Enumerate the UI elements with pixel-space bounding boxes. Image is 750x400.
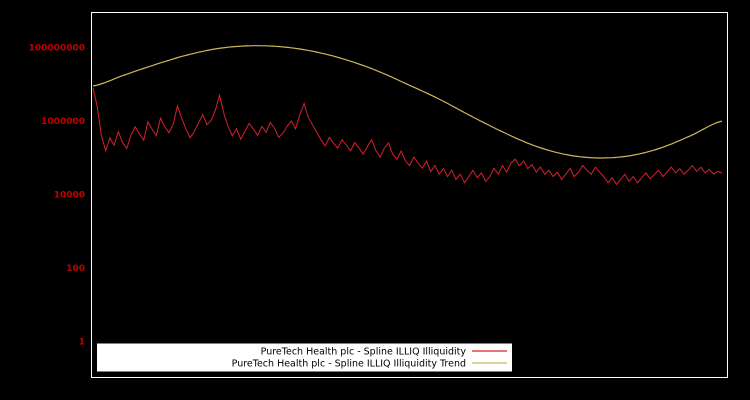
y-tick-label: 100000000 bbox=[29, 44, 85, 54]
plot-frame bbox=[91, 12, 728, 378]
legend: PureTech Health plc - Spline ILLIQ Illiq… bbox=[97, 343, 512, 372]
y-tick-label: 10000 bbox=[54, 191, 85, 201]
y-tick-label: 1 bbox=[79, 338, 85, 348]
y-axis-ticks: 1 100 10000 1000000 100000000 bbox=[29, 44, 85, 348]
legend-box bbox=[97, 343, 512, 372]
trend-line bbox=[92, 45, 723, 159]
legend-label-illiquidity: PureTech Health plc - Spline ILLIQ Illiq… bbox=[261, 347, 467, 358]
legend-label-trend: PureTech Health plc - Spline ILLIQ Illiq… bbox=[232, 359, 466, 370]
y-tick-label: 1000000 bbox=[41, 117, 85, 127]
illiquidity-line bbox=[92, 87, 723, 186]
y-tick-label: 100 bbox=[66, 264, 85, 274]
